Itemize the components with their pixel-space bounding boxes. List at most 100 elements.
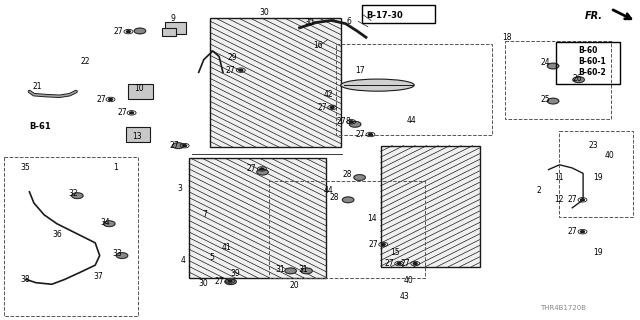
- Circle shape: [547, 98, 559, 104]
- Circle shape: [257, 169, 268, 175]
- Text: 27: 27: [317, 103, 327, 112]
- Text: 27: 27: [215, 276, 225, 285]
- Text: 19: 19: [593, 173, 603, 182]
- Circle shape: [285, 268, 296, 274]
- Text: 44: 44: [323, 186, 333, 195]
- Circle shape: [381, 244, 385, 245]
- Text: 27: 27: [568, 195, 577, 204]
- Text: 20: 20: [290, 281, 300, 290]
- Text: 27: 27: [113, 27, 123, 36]
- Text: 27: 27: [97, 95, 106, 104]
- Text: 43: 43: [400, 292, 410, 301]
- Bar: [505, 41, 611, 119]
- Text: 27: 27: [247, 164, 257, 173]
- Text: 18: 18: [502, 33, 511, 42]
- Bar: [269, 181, 426, 278]
- Circle shape: [127, 31, 131, 33]
- Text: 22: 22: [81, 57, 90, 66]
- Circle shape: [580, 199, 584, 201]
- Text: 32: 32: [68, 189, 77, 198]
- Text: 14: 14: [367, 214, 377, 223]
- Circle shape: [109, 99, 113, 100]
- Circle shape: [72, 193, 83, 198]
- Text: 27: 27: [170, 141, 179, 150]
- Text: B-60: B-60: [579, 45, 598, 55]
- Text: 27: 27: [118, 108, 127, 117]
- Bar: [336, 44, 492, 134]
- Text: 40: 40: [403, 276, 413, 285]
- Text: 27: 27: [384, 259, 394, 268]
- Bar: [556, 42, 620, 84]
- Text: 9: 9: [171, 14, 175, 23]
- Text: 28: 28: [342, 170, 352, 179]
- Circle shape: [182, 145, 186, 147]
- Circle shape: [573, 77, 584, 83]
- Text: 27: 27: [568, 227, 577, 236]
- Text: 38: 38: [20, 275, 30, 284]
- Circle shape: [239, 69, 243, 71]
- Circle shape: [342, 197, 354, 203]
- Bar: [381, 146, 479, 267]
- Circle shape: [369, 133, 372, 135]
- Text: 27: 27: [336, 117, 346, 126]
- Circle shape: [104, 221, 115, 227]
- Text: 30: 30: [304, 18, 314, 27]
- Text: B-60-2: B-60-2: [579, 68, 606, 77]
- Text: 1: 1: [113, 164, 118, 172]
- Text: 28: 28: [330, 193, 339, 202]
- Text: 16: 16: [313, 41, 323, 50]
- Bar: [362, 5, 435, 23]
- Text: 5: 5: [209, 253, 214, 262]
- Text: 19: 19: [593, 248, 603, 257]
- Circle shape: [173, 143, 184, 148]
- Circle shape: [330, 107, 334, 108]
- Text: 25: 25: [541, 95, 550, 104]
- Text: 11: 11: [554, 173, 564, 182]
- Text: 40: 40: [604, 151, 614, 160]
- Circle shape: [130, 112, 134, 114]
- Circle shape: [413, 263, 417, 265]
- Text: 35: 35: [20, 164, 30, 172]
- Text: 36: 36: [52, 230, 62, 239]
- Circle shape: [225, 279, 236, 284]
- Circle shape: [134, 28, 146, 34]
- Text: 24: 24: [541, 58, 550, 67]
- Bar: [129, 84, 153, 99]
- Text: 8: 8: [345, 117, 350, 126]
- Text: 30: 30: [199, 279, 209, 288]
- Bar: [210, 18, 341, 147]
- Bar: [559, 131, 633, 217]
- Text: 44: 44: [406, 116, 416, 125]
- Text: B-61: B-61: [29, 122, 51, 131]
- Bar: [126, 126, 150, 142]
- Bar: [166, 22, 186, 34]
- Text: FR.: FR.: [585, 11, 603, 21]
- Text: B-17-30: B-17-30: [367, 11, 403, 20]
- Circle shape: [349, 121, 353, 123]
- Circle shape: [547, 63, 559, 69]
- Circle shape: [580, 231, 584, 233]
- Circle shape: [116, 253, 128, 259]
- Text: 10: 10: [134, 84, 143, 93]
- Text: 31: 31: [276, 265, 285, 275]
- Text: 12: 12: [554, 195, 564, 204]
- Circle shape: [397, 263, 401, 265]
- Text: 23: 23: [589, 141, 598, 150]
- Text: 39: 39: [231, 268, 241, 278]
- Text: 7: 7: [203, 210, 207, 219]
- Text: 15: 15: [390, 248, 400, 257]
- Text: 21: 21: [33, 82, 42, 91]
- Text: 2: 2: [537, 186, 541, 195]
- Circle shape: [349, 122, 361, 127]
- Text: 17: 17: [355, 66, 365, 75]
- Text: 37: 37: [93, 272, 103, 281]
- Text: THR4B1720B: THR4B1720B: [540, 305, 586, 311]
- Text: 42: 42: [323, 90, 333, 99]
- Text: 27: 27: [400, 259, 410, 268]
- Text: 27: 27: [368, 240, 378, 249]
- Text: 27: 27: [226, 66, 236, 75]
- Text: 34: 34: [100, 218, 109, 227]
- Text: B-60-1: B-60-1: [579, 57, 606, 66]
- Text: 41: 41: [221, 243, 231, 252]
- Circle shape: [260, 168, 264, 170]
